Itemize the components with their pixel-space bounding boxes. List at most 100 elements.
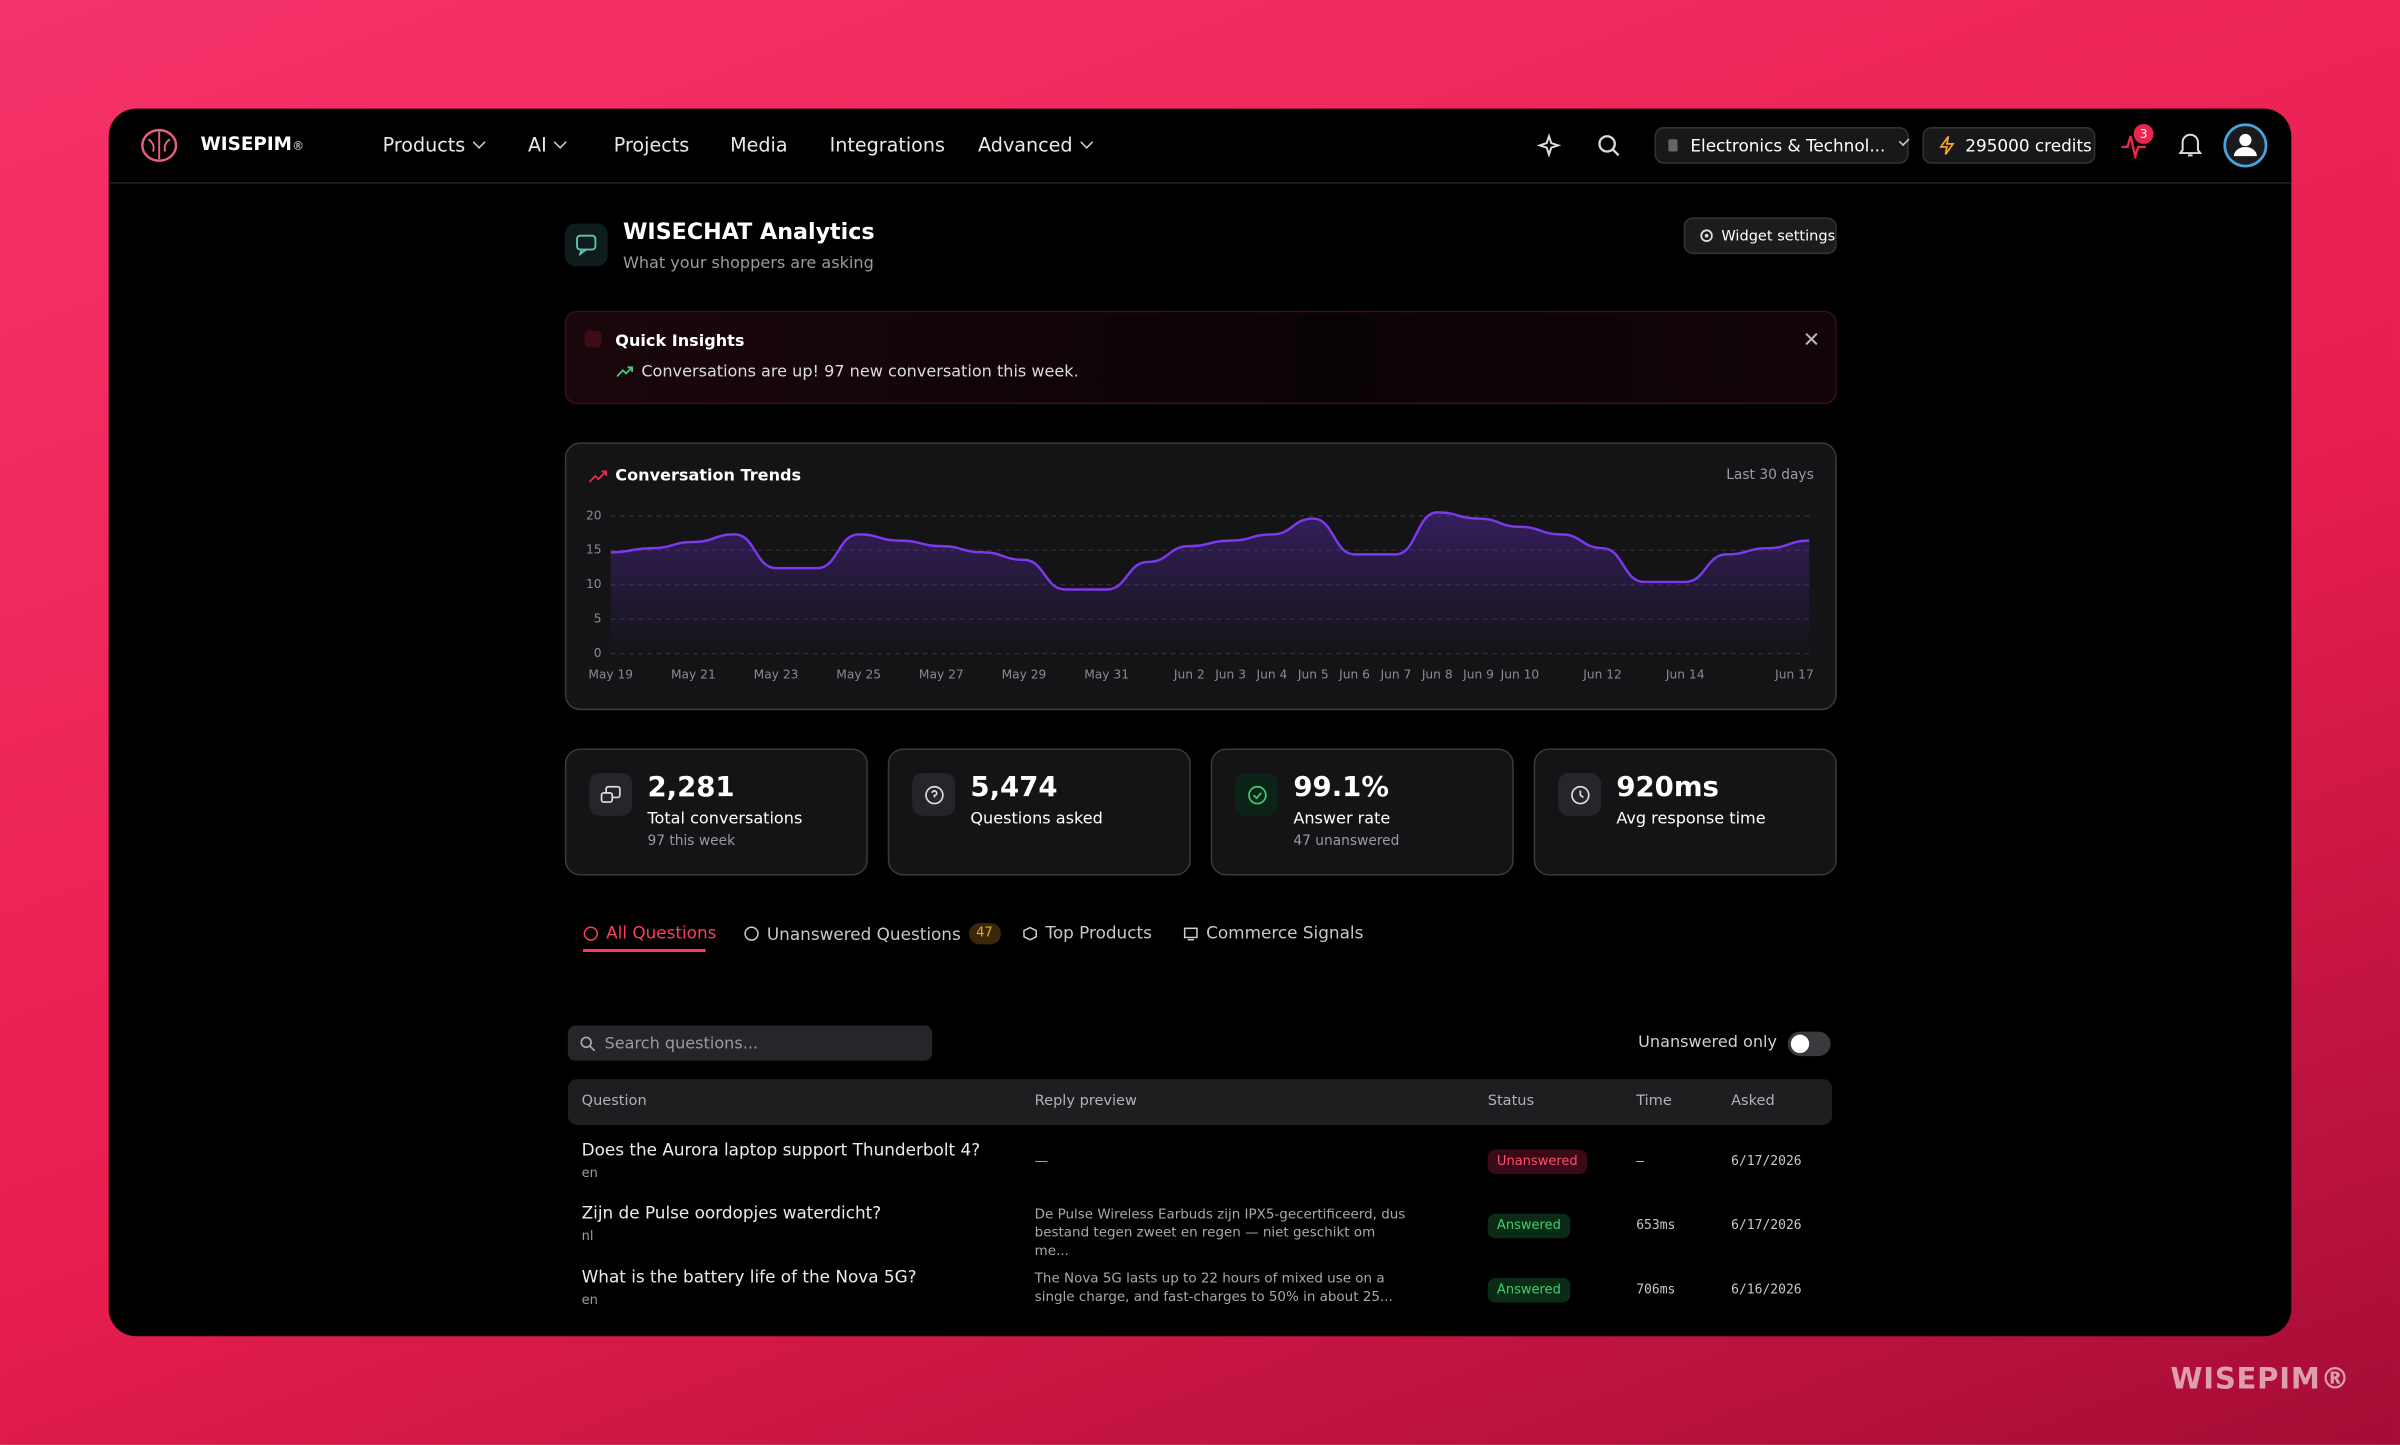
toggle-knob	[1790, 1034, 1810, 1054]
x-tick-label: Jun 17	[1774, 667, 1814, 681]
nav-bar: WISEPIM® Products AI Projects Media Inte…	[108, 109, 2292, 184]
activity-button[interactable]	[2120, 132, 2148, 160]
tab[interactable]: Commerce Signals	[1183, 923, 1363, 943]
chart: 0 5 10 15 20 May 19 May 21 May 23 May 25 May 27 Ma…	[586, 508, 1814, 681]
stat-card: 5,474 Questions asked	[887, 748, 1191, 876]
column-header: Status	[1487, 1092, 1535, 1110]
search-placeholder: Search questions...	[604, 1033, 759, 1053]
stat-note: 47 unanswered	[1293, 834, 1400, 850]
brand[interactable]: WISEPIM®	[201, 133, 305, 154]
x-tick-label: Jun 3	[1214, 667, 1246, 681]
stat-note: 97 this week	[647, 834, 736, 850]
brand-name: WISEPIM	[200, 133, 292, 155]
nav-item[interactable]: Integrations	[829, 133, 945, 157]
trend-icon	[616, 366, 634, 378]
stat-value: 920ms	[1616, 771, 1719, 804]
notification-badge: 3	[2133, 123, 2154, 144]
range-label: Last 30 days	[1726, 468, 1814, 484]
question-text[interactable]: Does the Aurora laptop support Thunderbo…	[581, 1140, 981, 1161]
toggle-switch[interactable]	[1787, 1031, 1831, 1057]
stat-label: Questions asked	[970, 809, 1103, 829]
x-tick-label: Jun 10	[1500, 667, 1540, 681]
x-tick-label: Jun 7	[1380, 667, 1412, 681]
nav-item[interactable]: Projects	[613, 133, 690, 157]
question-text[interactable]: Zijn de Pulse oordopjes waterdicht?	[581, 1203, 882, 1223]
brand-mark: ®	[291, 139, 305, 154]
tab-icon	[1183, 926, 1198, 940]
x-tick-label: May 19	[588, 667, 633, 681]
tab-label: Commerce Signals	[1206, 922, 1364, 943]
tab[interactable]: Top Products	[1022, 922, 1152, 943]
nav-label: Advanced	[978, 133, 1073, 157]
ai-button[interactable]	[1536, 133, 1562, 158]
bell-button[interactable]	[2178, 132, 2203, 158]
tab-icon	[583, 925, 599, 941]
nav-item[interactable]: Media	[730, 133, 788, 157]
nav-item[interactable]: Advanced	[978, 133, 1093, 157]
insights-panel: Quick Insights Conversations are up! 97 …	[564, 310, 1837, 405]
column-header: Asked	[1731, 1092, 1775, 1110]
stat-icon	[1235, 772, 1279, 816]
language: en	[581, 1166, 598, 1182]
stat-card: 920ms Avg response time	[1533, 748, 1837, 876]
tab-label: Top Products	[1045, 922, 1152, 943]
page-title: WISECHAT Analytics	[622, 220, 875, 245]
language: nl	[581, 1229, 594, 1245]
stat-value: 5,474	[970, 771, 1058, 804]
x-tick-label: May 25	[836, 667, 881, 681]
nav-label: AI	[528, 133, 547, 157]
tab-active[interactable]: All Questions	[583, 923, 716, 943]
y-tick-label: 10	[586, 577, 602, 591]
x-tick-label: Jun 12	[1582, 667, 1622, 681]
header-icon	[564, 223, 608, 267]
credits-label: 295000 credits	[1965, 135, 2092, 156]
column-header: Reply preview	[1034, 1092, 1137, 1110]
page-subtitle: What your shoppers are asking	[622, 254, 874, 273]
trend-icon	[589, 470, 608, 483]
check-icon	[1247, 785, 1266, 804]
x-tick-label: Jun 6	[1338, 667, 1370, 681]
stat-value: 2,281	[647, 771, 735, 804]
chat-icon	[576, 234, 597, 256]
chat-icon	[600, 785, 621, 803]
workspace-label: Electronics & Technol...	[1690, 135, 1886, 156]
question-text[interactable]: What is the battery life of the Nova 5G?	[581, 1267, 917, 1288]
avatar-button[interactable]	[2222, 122, 2268, 168]
tab-underline	[583, 948, 706, 953]
trend-line	[610, 511, 1810, 591]
tab-icon	[744, 926, 759, 941]
close-button[interactable]	[1805, 332, 1819, 346]
table-header	[567, 1079, 1833, 1125]
insights-title: Quick Insights	[615, 332, 745, 351]
nav-item[interactable]: AI	[528, 133, 568, 157]
tab[interactable]: Unanswered Questions 47	[744, 922, 1001, 945]
y-tick-label: 0	[594, 646, 602, 660]
column-header: Time	[1636, 1092, 1672, 1110]
asked-date: 6/17/2026	[1731, 1218, 1802, 1234]
response-time: —	[1636, 1154, 1645, 1170]
widget-settings-button[interactable]: Widget settings	[1683, 217, 1837, 255]
question-icon	[924, 785, 943, 804]
stat-label: Total conversations	[647, 809, 803, 829]
settings-label: Widget settings	[1721, 227, 1836, 245]
stat-label: Avg response time	[1616, 809, 1766, 829]
search-icon	[580, 1035, 596, 1051]
tab-count: 47	[968, 922, 1001, 945]
x-tick-label: Jun 5	[1297, 667, 1329, 681]
nav-item[interactable]: Products	[383, 133, 486, 156]
tab-label: All Questions	[606, 922, 717, 943]
search-input[interactable]: Search questions...	[567, 1025, 933, 1061]
stat-icon	[1558, 772, 1602, 816]
stat-value: 99.1%	[1293, 771, 1389, 804]
workspace-icon	[1668, 139, 1679, 152]
chart-card: Conversation Trends Last 30 days 0 5 10 15 2…	[564, 442, 1837, 711]
column-header: Question	[581, 1092, 647, 1110]
workspace-select[interactable]: Electronics & Technol...	[1654, 127, 1910, 164]
logo	[141, 128, 178, 162]
stat-icon	[912, 772, 956, 816]
chart-title: Conversation Trends	[615, 466, 802, 486]
bolt-icon	[1939, 136, 1955, 155]
search-button[interactable]	[1596, 133, 1620, 157]
credits-button[interactable]: 295000 credits	[1922, 127, 2096, 164]
